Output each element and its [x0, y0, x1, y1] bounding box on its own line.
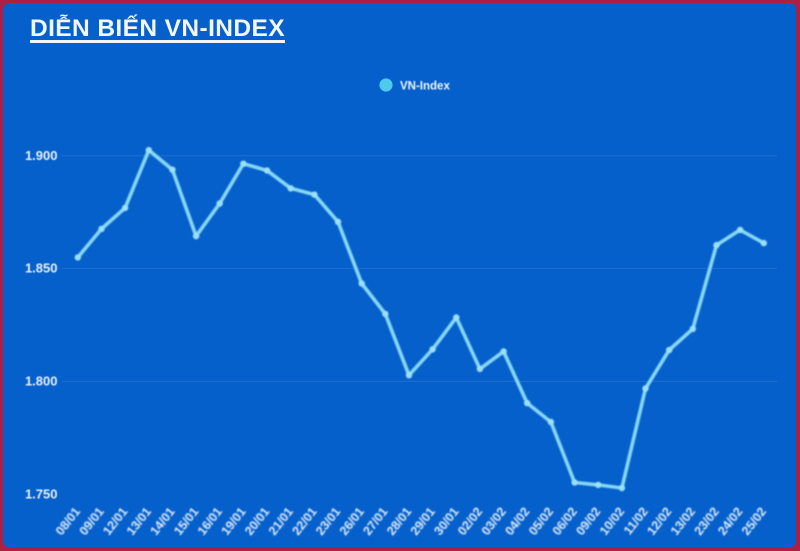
svg-text:09/01: 09/01 — [77, 505, 107, 538]
svg-text:28/01: 28/01 — [384, 505, 414, 538]
svg-text:VN-Index: VN-Index — [400, 81, 450, 93]
svg-text:23/01: 23/01 — [313, 505, 343, 538]
svg-text:1.900: 1.900 — [25, 148, 58, 163]
svg-text:11/02: 11/02 — [621, 505, 651, 538]
svg-text:09/02: 09/02 — [573, 505, 603, 538]
svg-text:23/02: 23/02 — [692, 505, 722, 538]
svg-text:25/02: 25/02 — [739, 505, 769, 538]
svg-text:13/01: 13/01 — [124, 505, 154, 538]
svg-text:29/01: 29/01 — [408, 505, 438, 538]
svg-text:10/02: 10/02 — [597, 505, 627, 538]
svg-text:26/01: 26/01 — [337, 505, 367, 538]
svg-text:14/01: 14/01 — [147, 505, 177, 538]
svg-text:15/01: 15/01 — [171, 505, 201, 538]
svg-text:02/02: 02/02 — [455, 505, 485, 538]
svg-text:19/01: 19/01 — [218, 505, 248, 538]
svg-text:04/02: 04/02 — [502, 505, 532, 538]
svg-text:22/01: 22/01 — [289, 505, 319, 538]
svg-text:12/01: 12/01 — [100, 505, 130, 538]
svg-text:20/01: 20/01 — [242, 505, 272, 538]
svg-text:16/01: 16/01 — [195, 505, 225, 538]
svg-text:13/02: 13/02 — [668, 505, 698, 538]
svg-text:1.750: 1.750 — [25, 487, 58, 502]
svg-text:08/01: 08/01 — [53, 505, 83, 538]
svg-text:1.800: 1.800 — [25, 374, 58, 389]
svg-text:06/02: 06/02 — [550, 505, 580, 538]
svg-text:05/02: 05/02 — [526, 505, 556, 538]
svg-text:21/01: 21/01 — [266, 505, 296, 538]
svg-text:12/02: 12/02 — [644, 505, 674, 538]
svg-text:03/02: 03/02 — [479, 505, 509, 538]
svg-text:1.850: 1.850 — [25, 261, 58, 276]
svg-text:30/01: 30/01 — [431, 505, 461, 538]
svg-text:24/02: 24/02 — [715, 505, 745, 538]
svg-text:27/01: 27/01 — [360, 505, 390, 538]
